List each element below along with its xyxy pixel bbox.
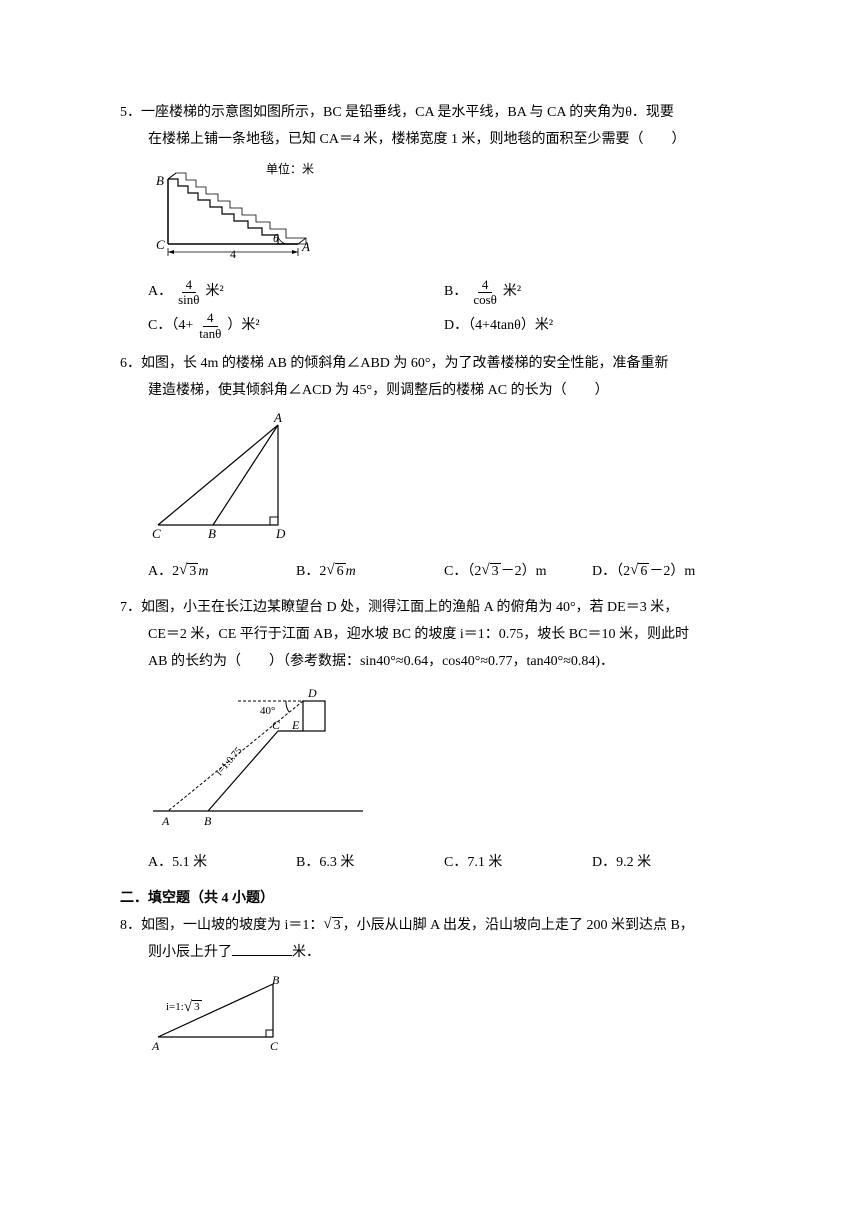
q8-slope-prefix: i=1: [166,997,184,1018]
q5-label-theta: θ [273,231,279,245]
q8-label-B: B [272,973,280,987]
q7-label-B: B [204,814,212,828]
q6-choice-A: A．2 √3 m [148,559,296,586]
q5-B-prefix: B． [444,279,467,306]
q6-diagram: A C B D [148,410,740,551]
q6-choice-C: C．（2 √3 －2）m [444,559,592,586]
q5-unit-label: 单位：米 [266,161,314,176]
sqrt-icon: √6 [326,563,345,581]
q7-choice-D: D．9.2 米 [592,850,740,877]
q6-number: 6． [120,356,141,371]
q6-choices: A．2 √3 m B．2 √6 m C．（2 √3 －2）m D．（2 √6 －… [120,557,740,588]
q6-label-A: A [273,410,282,425]
q5-line1: 一座楼梯的示意图如图所示，BC 是铅垂线，CA 是水平线，BA 与 CA 的夹角… [141,105,674,120]
q6-choice-D: D．（2 √6 －2）m [592,559,740,586]
q5-line2: 在楼梯上铺一条地毯，已知 CA＝4 米，楼梯宽度 1 米，则地毯的面积至少需要（… [120,127,740,154]
q5-choice-B: B． 4 cosθ 米² [444,278,740,308]
q5-choice-D: D．（4+4tanθ）米² [444,311,740,341]
q8-line1a: 如图，一山坡的坡度为 i＝1： [141,918,323,933]
q5-label-C: C [156,237,165,252]
q5-label-A: A [301,239,310,254]
q5-diagram: 单位：米 4 θ B C A [148,159,740,270]
q8-label-C: C [270,1039,279,1052]
q8-line2: 则小辰上升了米． [120,940,740,967]
q7-label-E: E [291,718,300,732]
q5-C-frac: 4 tanθ [195,311,225,341]
q6-line2: 建造楼梯，使其倾斜角∠ACD 为 45°，则调整后的楼梯 AC 的长为（ ） [120,378,740,405]
q8-label-A: A [151,1039,160,1052]
q5-number: 5． [120,105,141,120]
question-8: 8．如图，一山坡的坡度为 i＝1：√3，小辰从山脚 A 出发，沿山坡向上走了 2… [120,913,740,1063]
sqrt-icon: √3 [184,1000,202,1015]
q8-diagram: A B C i=1: √3 [148,972,740,1063]
q7-choices: A．5.1 米 B．6.3 米 C．7.1 米 D．9.2 米 [120,848,740,879]
sqrt-icon: √3 [323,917,342,935]
q7-line2: CE＝2 米，CE 平行于江面 AB，迎水坡 BC 的坡度 i＝1：0.75，坡… [120,622,740,649]
q7-choice-A: A．5.1 米 [148,850,296,877]
q5-A-suffix: 米² [206,279,224,306]
sqrt-icon: √6 [630,563,649,581]
sqrt-icon: √3 [179,563,198,581]
q7-label-slope: i=1:0.75 [214,745,244,778]
q7-choice-C: C．7.1 米 [444,850,592,877]
q6-choice-B: B．2 √6 m [296,559,444,586]
q7-label-C: C [272,718,281,732]
q6-label-C: C [152,526,161,540]
q5-A-frac: 4 sinθ [174,278,203,308]
section-2-header: 二．填空题（共 4 小题） [120,886,740,913]
q5-label-4: 4 [230,247,236,259]
q7-label-angle: 40° [260,705,275,717]
q6-label-B: B [208,526,216,540]
question-7: 7．如图，小王在长江边某瞭望台 D 处，测得江面上的渔船 A 的俯角为 40°，… [120,595,740,878]
q7-label-D: D [307,686,317,700]
q5-C-prefix: C．（4+ [148,313,193,340]
question-5: 5．一座楼梯的示意图如图所示，BC 是铅垂线，CA 是水平线，BA 与 CA 的… [120,100,740,343]
q5-choice-C: C．（4+ 4 tanθ ）米² [148,311,444,341]
q7-diagram: 40° i=1:0.75 D C E A B [148,681,740,842]
sqrt-icon: √3 [481,563,500,581]
q6-label-D: D [275,526,286,540]
q5-C-suffix: ）米² [227,313,259,340]
q5-A-prefix: A． [148,279,172,306]
q7-line1: 如图，小王在长江边某瞭望台 D 处，测得江面上的渔船 A 的俯角为 40°，若 … [141,600,678,615]
q7-number: 7． [120,600,141,615]
q5-choices: A． 4 sinθ 米² B． 4 cosθ 米² C．（4+ 4 tanθ ）… [120,276,740,343]
q7-choice-B: B．6.3 米 [296,850,444,877]
q5-B-suffix: 米² [503,279,521,306]
q5-B-frac: 4 cosθ [469,278,501,308]
q5-D-text: D．（4+4tanθ）米² [444,313,553,340]
fill-blank [232,941,292,956]
q8-number: 8． [120,918,141,933]
q6-line1: 如图，长 4m 的楼梯 AB 的倾斜角∠ABD 为 60°，为了改善楼梯的安全性… [141,356,669,371]
q7-line3: AB 的长约为（ ）（参考数据：sin40°≈0.64，cos40°≈0.77，… [120,649,740,676]
q5-label-B: B [156,173,164,188]
q8-line1b: ，小辰从山脚 A 出发，沿山坡向上走了 200 米到达点 B， [343,918,694,933]
q7-label-A: A [161,814,170,828]
question-6: 6．如图，长 4m 的楼梯 AB 的倾斜角∠ABD 为 60°，为了改善楼梯的安… [120,351,740,587]
q5-choice-A: A． 4 sinθ 米² [148,278,444,308]
